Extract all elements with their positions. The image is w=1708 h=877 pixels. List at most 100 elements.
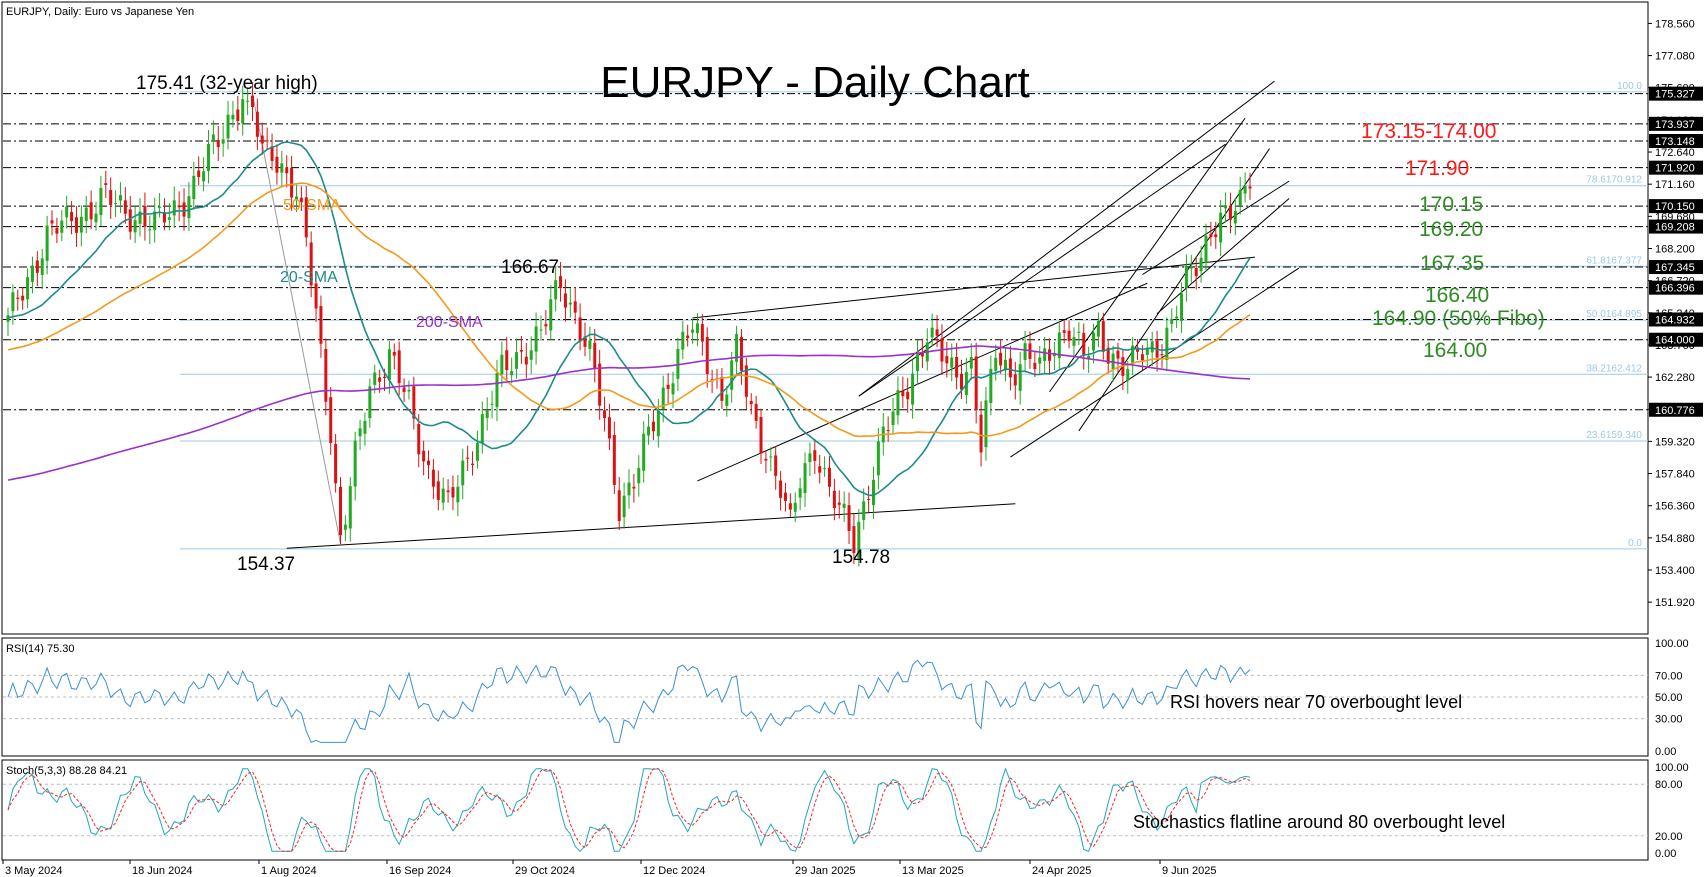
candle-body — [969, 357, 973, 369]
candle-body — [1077, 331, 1081, 333]
time-tick-label: 29 Oct 2024 — [515, 865, 575, 877]
candle-body — [779, 480, 783, 498]
candle-body — [30, 265, 34, 282]
candle-body — [647, 426, 651, 436]
candle-body — [1165, 327, 1169, 360]
candle-body — [583, 336, 587, 347]
price-tag-label: 169.208 — [1655, 222, 1695, 234]
candle-body — [1096, 320, 1100, 337]
candle-body — [329, 397, 333, 444]
candle-body — [373, 372, 377, 385]
rsi-tick-label: 0.00 — [1655, 746, 1676, 758]
candle-body — [876, 441, 880, 476]
ma-line — [7, 345, 1251, 481]
trendline — [1156, 198, 1290, 315]
candle-body — [1204, 235, 1208, 263]
candle-body — [387, 349, 391, 380]
candle-body — [378, 377, 382, 382]
price-tick-label: 156.360 — [1655, 501, 1695, 513]
candle-body — [911, 373, 915, 405]
price-tick-label: 172.640 — [1655, 147, 1695, 159]
rsi-panel-frame — [1, 637, 1649, 757]
candle-body — [642, 433, 646, 471]
candle-body — [1126, 369, 1130, 381]
fibo-label: 61.8167.377 — [1586, 255, 1642, 266]
candle-body — [221, 139, 225, 144]
candle-body — [857, 521, 861, 559]
candle-body — [285, 167, 289, 174]
stoch-tick-label: 0.00 — [1655, 848, 1676, 860]
candle-body — [1072, 337, 1076, 346]
stoch-panel: 100.00 80.00 20.00 0.00 — [3, 762, 1689, 860]
candle-body — [793, 502, 797, 512]
candle-body — [691, 329, 695, 333]
candle-body — [871, 479, 875, 506]
stoch-tick-label: 80.00 — [1655, 779, 1683, 791]
candle-body — [192, 175, 196, 200]
rsi-label: RSI(14) 75.30 — [6, 643, 74, 655]
candle-body — [89, 202, 93, 220]
candle-body — [309, 242, 313, 286]
candle-body — [1131, 345, 1135, 365]
candle-body — [158, 206, 162, 208]
candle-body — [436, 481, 440, 501]
price-tag-label: 173.148 — [1655, 136, 1695, 148]
candle-body — [475, 443, 479, 461]
price-tag-label: 175.327 — [1655, 89, 1695, 101]
rsi-panel: 100.00 70.00 50.00 30.00 0.00 — [3, 638, 1689, 758]
price-tag-label: 160.776 — [1655, 405, 1695, 417]
stoch-note: Stochastics flatline around 80 overbough… — [1133, 812, 1505, 832]
candle-body — [749, 401, 753, 405]
price-tick-label: 168.200 — [1655, 243, 1695, 255]
candle-body — [1023, 343, 1027, 361]
candle-body — [549, 299, 553, 331]
candle-body — [1194, 267, 1198, 277]
candle-body — [1048, 349, 1052, 361]
candle-body — [348, 486, 352, 529]
time-tick-label: 1 Aug 2024 — [261, 865, 317, 877]
candle-body — [1004, 359, 1008, 371]
candle-body — [70, 211, 74, 222]
candle-body — [133, 220, 137, 233]
time-axis: 3 May 2024 18 Jun 2024 1 Aug 2024 16 Sep 20… — [2, 860, 1216, 877]
annotation: 171.90 — [1405, 157, 1469, 180]
candle-body — [637, 467, 641, 484]
candle-body — [1175, 316, 1179, 319]
stoch-panel-frame — [1, 759, 1649, 861]
candle-body — [754, 403, 758, 421]
candle-body — [632, 486, 636, 489]
candle-body — [1243, 185, 1247, 194]
candle-body — [764, 458, 768, 461]
candle-body — [1214, 234, 1218, 238]
candle-body — [554, 280, 558, 300]
candle-body — [945, 356, 949, 364]
stoch-k-line — [7, 767, 1251, 853]
candle-body — [431, 469, 435, 487]
candle-body — [700, 324, 704, 342]
candle-body — [1013, 374, 1017, 386]
candle-body — [960, 373, 964, 390]
candle-body — [666, 384, 670, 390]
candle-body — [568, 302, 572, 305]
candle-body — [187, 196, 191, 219]
candle-body — [559, 276, 563, 289]
candle-body — [783, 492, 787, 501]
candle-body — [490, 403, 494, 405]
candle-body — [299, 197, 303, 203]
candle-body — [627, 482, 631, 496]
horizontal-levels — [3, 93, 1648, 411]
price-tag — [1649, 199, 1703, 214]
trendline — [1049, 117, 1246, 393]
candle-body — [920, 352, 924, 357]
candle-body — [104, 183, 108, 186]
candle-body — [202, 171, 206, 182]
trendline — [692, 256, 1255, 319]
candle-body — [45, 225, 49, 261]
candle-body — [1008, 358, 1012, 378]
main-panel-frame — [1, 1, 1649, 635]
candle-body — [123, 200, 127, 214]
fibo-label: 23.6159.340 — [1586, 430, 1642, 441]
time-tick-label: 24 Apr 2025 — [1032, 865, 1091, 877]
candle-body — [270, 146, 274, 161]
candle-body — [84, 207, 88, 222]
